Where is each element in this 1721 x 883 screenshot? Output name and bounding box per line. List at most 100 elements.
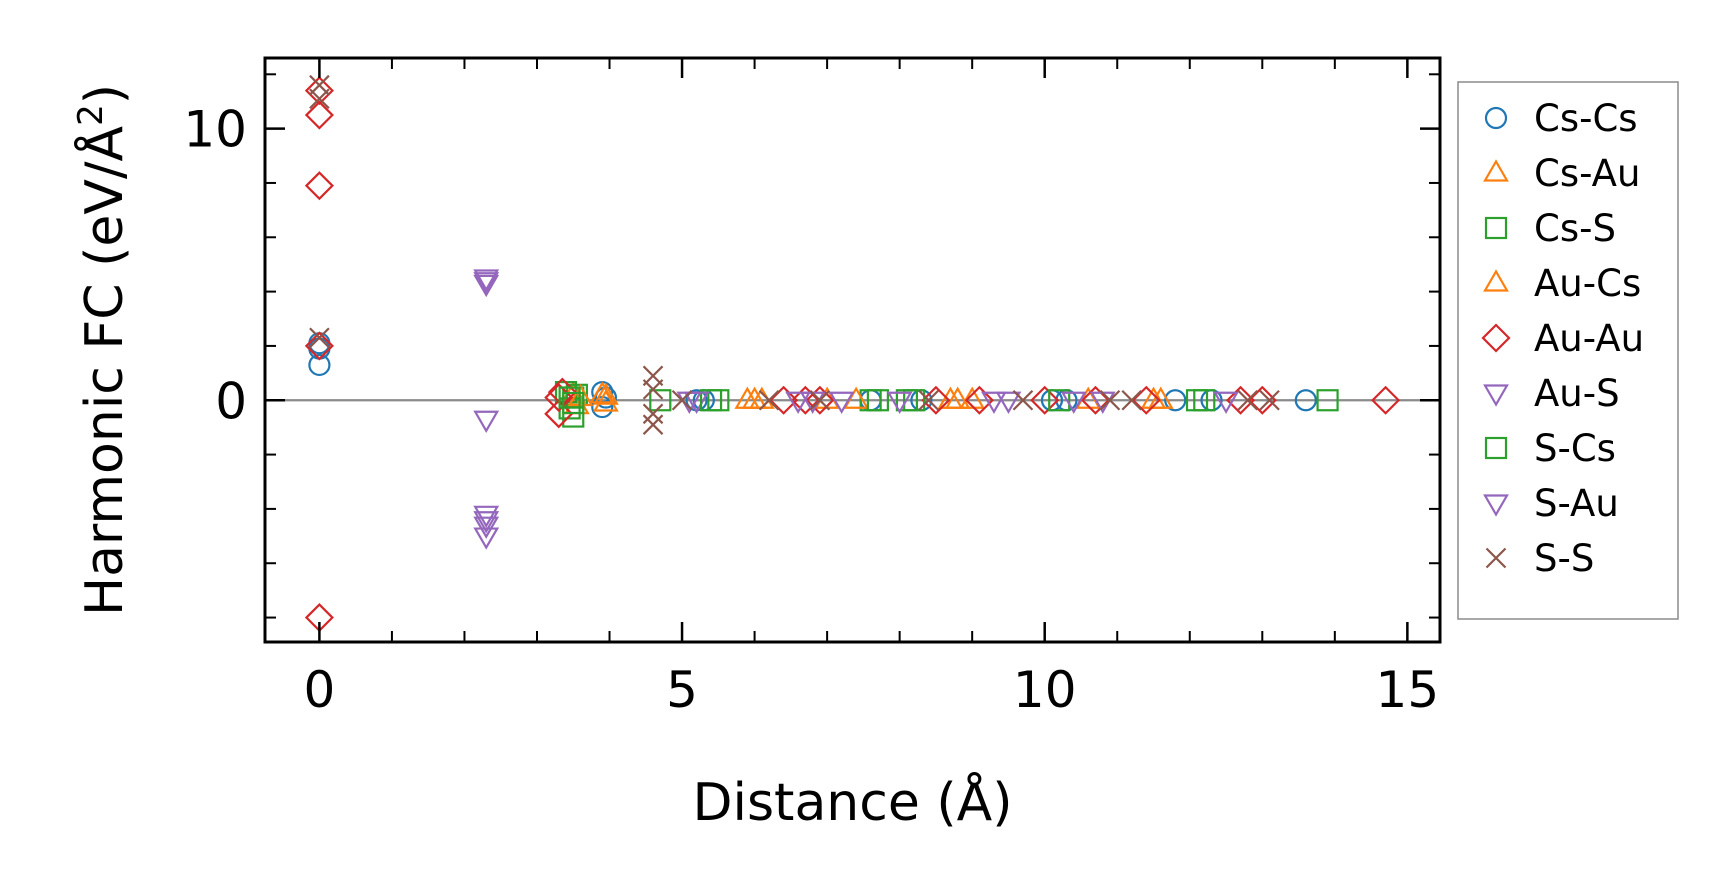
legend-item: S-Au [1483,482,1619,525]
legend-marker [1485,547,1507,569]
legend-marker [1483,159,1509,182]
data-point [592,382,619,405]
data-point [1371,385,1401,415]
data-point [642,414,664,435]
data-point [918,389,939,411]
data-point [1237,389,1259,411]
data-point [562,391,585,415]
legend-marker [1483,494,1509,517]
data-point [886,391,913,414]
data-point [1140,386,1167,409]
data-point [1225,385,1256,415]
data-point [1099,389,1121,411]
data-point [592,389,619,412]
data-point [473,516,500,539]
data-point [1060,391,1087,414]
data-point [1048,389,1071,412]
data-point [304,100,334,130]
legend-item: S-Cs [1484,427,1616,470]
data-point [671,389,693,411]
data-point [981,391,1007,414]
data-point [959,386,986,409]
data-point [995,391,1022,414]
data-point [642,403,664,425]
data-point [828,391,855,414]
y-axis-title-main: Harmonic FC (eV/Å [73,125,135,616]
data-point [944,386,971,409]
axis-tick-labels: 0 5 10 15 0 10 [183,101,1439,719]
y-tick-label: 0 [215,372,247,430]
legend-item: Cs-S [1484,207,1616,250]
legend-marker [1483,384,1509,407]
legend-item: S-S [1485,537,1594,580]
plot-frame [263,56,1442,644]
legend-item: Cs-Cs [1484,97,1638,140]
data-point [473,410,500,433]
legend-label: Cs-S [1534,207,1616,250]
legend-item: Cs-Au [1483,152,1640,195]
legend-marker [1484,436,1508,460]
data-point [809,389,831,411]
data-point [558,386,581,409]
x-tick-label: 5 [666,661,698,719]
data-point [304,331,334,361]
data-point [866,389,889,412]
legend-item: Au-S [1483,372,1620,415]
legend-label: Cs-Cs [1534,97,1638,140]
data-point [473,527,500,550]
legend-marker [1484,106,1508,130]
y-tick-label: 10 [183,101,247,159]
x-tick-label: 15 [1376,661,1440,719]
data-point [1213,391,1239,414]
data-point [309,88,330,110]
data-point [649,389,672,412]
legend-marker [1484,216,1508,240]
data-point [741,386,768,409]
data-point [309,327,330,349]
data-point [1121,389,1143,411]
data-point [699,389,723,412]
axis-ticks [265,58,1440,642]
data-point [805,385,835,415]
series-s-s [309,74,1280,435]
data-point [473,269,500,292]
legend-label: Cs-Au [1534,152,1640,195]
data-point [1012,389,1034,411]
data-point [758,389,780,411]
data-point [1259,389,1280,411]
legend-label: Au-S [1534,372,1620,415]
legend-marker [1483,269,1509,292]
data-point [1193,389,1216,412]
y-axis-title-superscript: 2 [71,104,111,126]
x-tick-label: 10 [1013,661,1077,719]
x-tick-label: 0 [303,661,335,719]
legend-label: S-S [1534,537,1594,580]
data-point [473,511,500,534]
data-point [304,171,334,201]
data-point [964,385,994,415]
series-au-s [473,269,1116,550]
legend-label: Au-Cs [1534,262,1641,305]
legend-marker [1481,323,1511,353]
series-au-cs [567,382,1167,409]
data-point [473,274,500,298]
legend-item: Au-Au [1481,317,1644,360]
legend-label: Au-Au [1534,317,1644,360]
data-point [921,385,951,415]
y-axis-title-end: ) [75,84,135,104]
data-point [473,505,500,529]
legend-label: S-Au [1534,482,1619,525]
legend-label: S-Cs [1534,427,1616,470]
legend-item: Au-Cs [1483,262,1641,305]
data-point [642,379,664,400]
data-point [308,353,331,377]
y-axis-title: Harmonic FC (eV/Å2) [71,84,135,616]
legend: Cs-Cs Cs-Au Cs-S Au-Cs Au-Au Au-S S-Cs S-Au S-S [1457,81,1679,620]
data-point [1030,385,1060,415]
data-point [903,389,926,412]
data-point [785,391,812,414]
x-axis-title: Distance (Å) [692,771,1012,833]
data-point [544,399,574,429]
data-point [1294,389,1317,412]
